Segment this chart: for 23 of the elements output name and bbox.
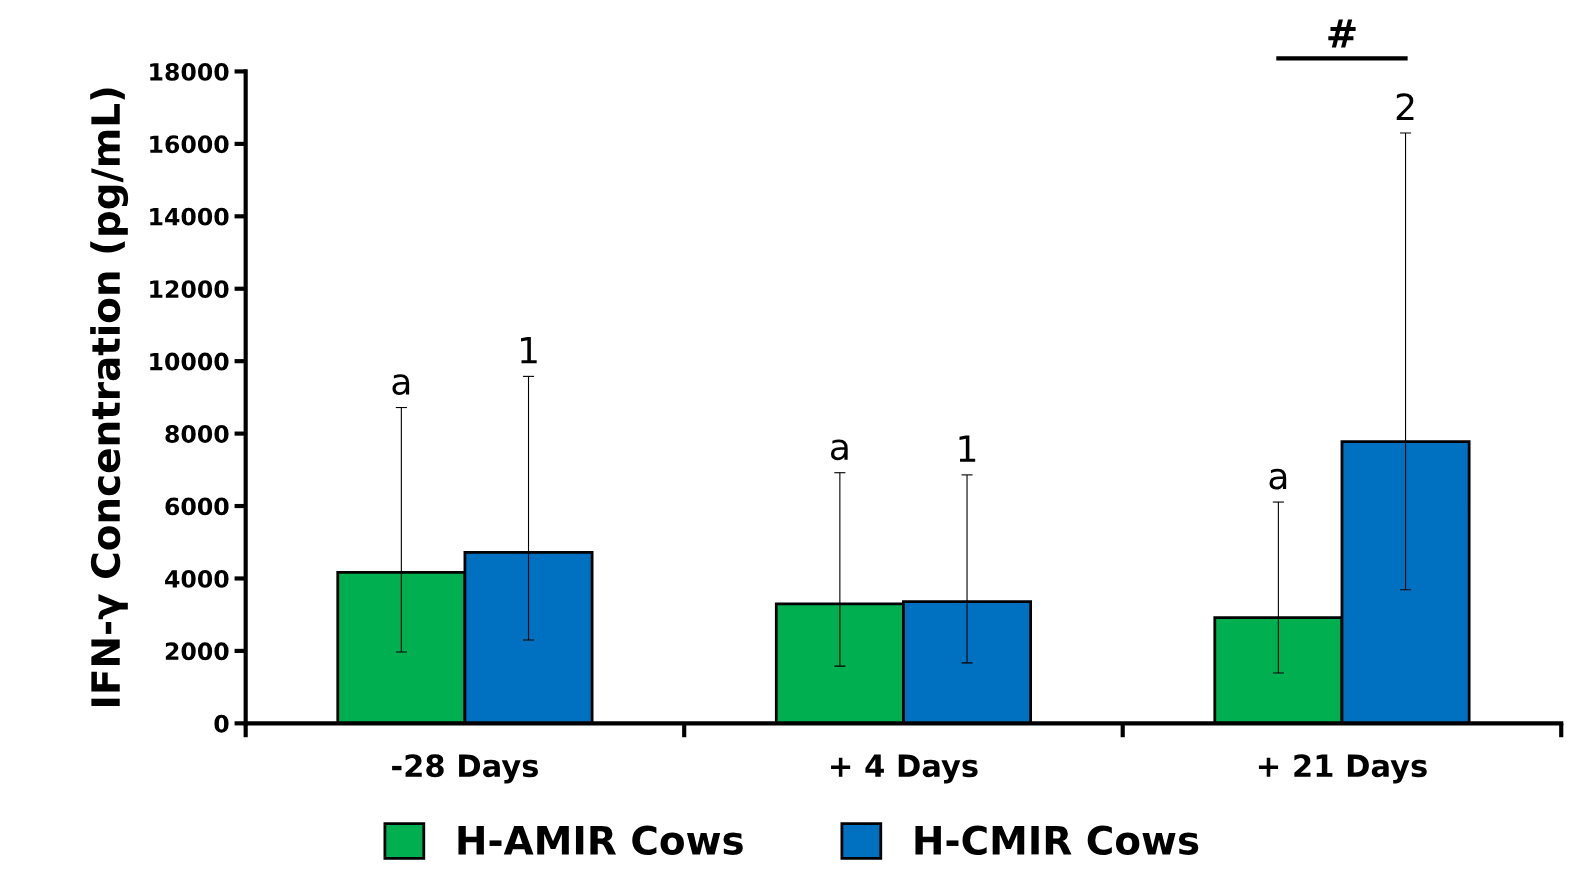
y-tick-label: 0	[214, 714, 229, 733]
y-tick-label: 2000	[165, 642, 229, 661]
y-tick-label: 12000	[150, 280, 229, 299]
annotation: 1	[521, 336, 537, 364]
y-tick-label: 6000	[165, 497, 229, 516]
y-tick-label: 18000	[150, 62, 229, 81]
text: #	[1328, 19, 1356, 48]
y-tick-label: 14000	[150, 207, 229, 226]
annotation: a	[1269, 468, 1287, 490]
annotation: a	[830, 439, 848, 461]
x-tick-label: + 21 Days	[1258, 754, 1427, 784]
x-tick-label: + 4 Days	[831, 754, 978, 784]
y-tick-label: 4000	[165, 569, 229, 588]
legend-label: H-AMIR Cows	[458, 825, 743, 855]
y-tick-label: 10000	[150, 352, 229, 371]
x-tick-label: -28 Days	[392, 754, 538, 784]
y-tick-label: 8000	[165, 425, 229, 443]
annotation: 1	[959, 435, 976, 462]
annotation: 2	[1396, 93, 1414, 120]
legend-label: H-CMIR Cows	[915, 825, 1199, 855]
y-tick-label: 16000	[150, 135, 229, 154]
annotation: a	[392, 374, 410, 395]
y-axis-title: IFN-γ Concentration (pg/mL)	[90, 88, 129, 707]
